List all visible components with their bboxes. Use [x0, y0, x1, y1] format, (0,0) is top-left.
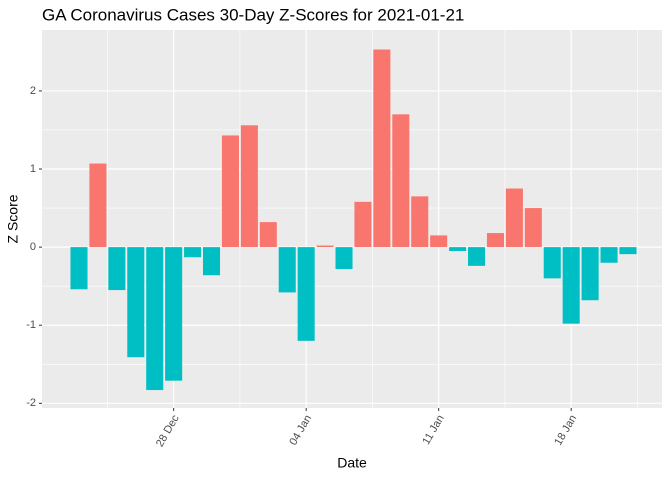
bar [543, 247, 561, 279]
bar [430, 235, 448, 248]
bar [486, 233, 504, 248]
x-axis-title: Date [337, 455, 367, 471]
chart-title: GA Coronavirus Cases 30-Day Z-Scores for… [42, 5, 464, 24]
bar [259, 222, 277, 248]
bar [297, 247, 315, 341]
bar [89, 163, 107, 248]
bar [202, 247, 221, 276]
x-tick-label: 04 Jan [287, 413, 314, 448]
bar [581, 247, 599, 301]
y-tick-label: 2 [30, 85, 36, 97]
y-tick-label: -2 [26, 397, 36, 409]
y-tick-label: 1 [30, 163, 36, 175]
bar [70, 247, 88, 290]
bar [411, 196, 429, 248]
bar [373, 49, 391, 248]
bar [468, 247, 486, 266]
bar [221, 135, 239, 248]
bar [524, 208, 542, 248]
bar [562, 247, 580, 324]
bar [146, 247, 164, 391]
panel [42, 30, 662, 408]
bar [449, 247, 467, 252]
bar [619, 247, 637, 255]
x-tick-label: 11 Jan [420, 413, 447, 447]
bar [505, 188, 523, 248]
bar [165, 247, 183, 381]
bar [278, 247, 296, 293]
y-axis-title: Z Score [5, 194, 21, 243]
bar [240, 125, 258, 248]
y-tick-label: 0 [30, 241, 36, 253]
bar [335, 247, 353, 269]
bar [108, 247, 126, 291]
bar [600, 247, 618, 263]
y-tick-label: -1 [26, 319, 36, 331]
bar [184, 247, 202, 258]
bar [316, 245, 334, 248]
bar [354, 201, 372, 248]
x-tick-label: 18 Jan [552, 413, 579, 448]
bar [392, 114, 410, 248]
x-tick-label: 28 Dec [154, 413, 182, 450]
bar [127, 247, 145, 358]
